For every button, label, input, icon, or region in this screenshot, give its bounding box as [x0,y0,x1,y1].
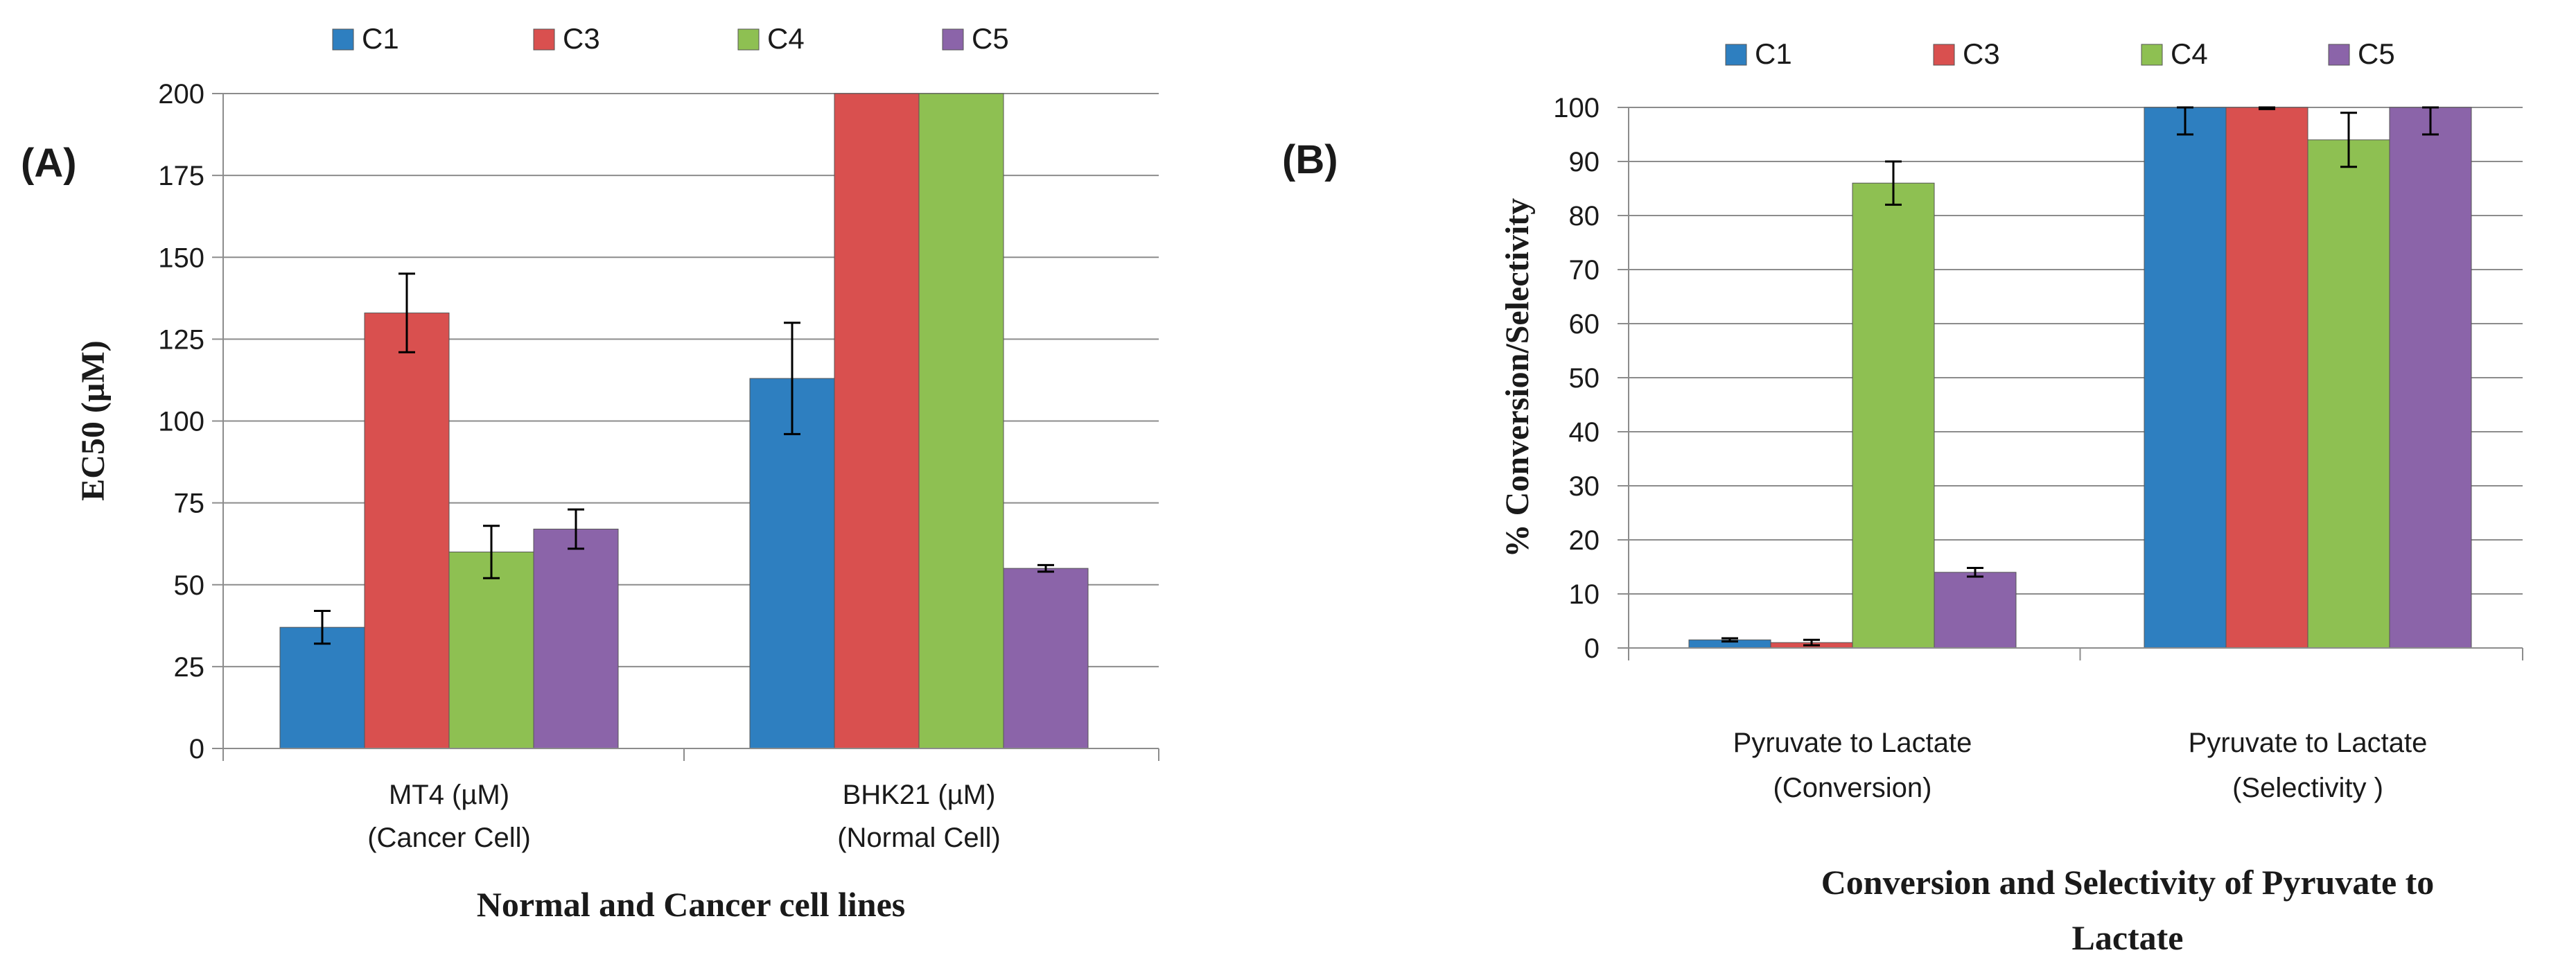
panel-a-category-label: MT4 (µM) [389,780,509,810]
panel-a-panel-label: (A) [21,141,77,186]
panel-a-category-label: BHK21 (µM) [843,780,996,810]
panel-b-legend-label-c3: C3 [1963,37,2000,70]
panel-a-bar-c4-2 [918,93,1004,749]
panel-a-chart: 0 25 50 75 100 125 150 175 200 MT4 (µM) (Cancer Ce… [21,22,1159,924]
panel-b-category-label: Pyruvate to Lactate [2189,728,2428,758]
panel-b-y-tick-label: 20 [1569,525,1600,556]
panel-b-legend-swatch-c4 [2141,44,2163,66]
panel-b-bar-c5-1 [1934,572,2017,649]
panel-b-legend-label-c5: C5 [2358,37,2395,70]
panel-b-legend-swatch-c5 [2328,44,2350,66]
panel-a-y-tick-label: 0 [189,734,204,764]
panel-a-category-label: (Cancer Cell) [367,823,531,853]
panel-b-y-axis-title: % Conversion/Selectivity [1499,198,1536,558]
panel-b-y-tick-label: 100 [1553,93,1600,123]
panel-b-y-tick-label: 70 [1569,255,1600,286]
panel-a-legend-label-c5: C5 [972,22,1009,55]
panel-b-y-tick-label: 10 [1569,579,1600,610]
panel-a-legend-swatch-c3 [533,28,555,51]
panel-b-legend-swatch-c3 [1933,44,1955,66]
panel-b-y-tick-label: 80 [1569,201,1600,231]
panel-a-bar-c4-1 [448,552,534,749]
panel-a-y-tick-label: 175 [158,161,204,191]
panel-b-bar-c5-2 [2389,107,2472,649]
panel-a-bar-c1-2 [749,378,835,749]
panel-a-legend-swatch-c1 [332,28,354,51]
panel-b-category-label: Pyruvate to Lactate [1733,728,1972,758]
panel-a-category-label: (Normal Cell) [837,823,1001,853]
panel-b-x-axis-title: Lactate [2071,918,2183,957]
panel-b-y-tick-label: 40 [1569,417,1600,448]
panel-a-y-tick-label: 75 [174,489,205,519]
panel-b-y-tick-label: 60 [1569,309,1600,340]
panel-a-legend-swatch-c5 [942,28,964,51]
panel-b-legend-label-c1: C1 [1755,37,1792,70]
panel-b-panel-label: (B) [1282,137,1338,182]
panel-b-y-tick-label: 30 [1569,471,1600,502]
panel-a-x-axis-title: Normal and Cancer cell lines [477,885,905,924]
panel-a-y-axis-title: EC50 (µM) [75,340,112,501]
panel-a-bar-c3-1 [364,313,450,749]
panel-a-y-tick-label: 125 [158,324,204,355]
panel-a-legend-label-c4: C4 [767,22,805,55]
panel-a-bar-c1-1 [279,626,365,749]
panel-a-bar-c5-1 [533,528,619,749]
panel-a-y-tick-label: 150 [158,243,204,273]
panel-b-y-tick-label: 0 [1584,633,1600,664]
panel-a-bar-c5-2 [1003,568,1089,749]
panel-b-bar-c4-2 [2307,139,2390,649]
panel-b-category-label: (Conversion) [1773,773,1932,803]
panel-b-chart: 0 10 20 30 40 50 60 70 80 90 100 Pyruvate to Lactat… [1282,37,2523,957]
panel-b-legend-label-c4: C4 [2171,37,2208,70]
panel-b-x-axis-title: Conversion and Selectivity of Pyruvate t… [1821,863,2435,902]
panel-a-y-tick-label: 50 [174,570,205,601]
panel-a-y-tick-label: 25 [174,652,205,683]
panel-a-y-tick-label: 100 [158,407,204,437]
panel-a-y-tick-label: 200 [158,79,204,109]
panel-b-category-label: (Selectivity ) [2232,773,2383,803]
panel-b-y-tick-label: 50 [1569,363,1600,394]
panel-a-bar-c3-2 [834,93,920,749]
panel-b-bar-c4-1 [1852,182,1935,649]
panel-b-bar-c1-2 [2144,107,2227,649]
panel-a-legend-label-c1: C1 [362,22,399,55]
panel-a-legend-label-c3: C3 [563,22,600,55]
panel-a-legend-swatch-c4 [737,28,760,51]
panel-b-y-tick-label: 90 [1569,147,1600,177]
panel-b-legend-swatch-c1 [1725,44,1747,66]
panel-b-bar-c3-2 [2225,107,2308,649]
